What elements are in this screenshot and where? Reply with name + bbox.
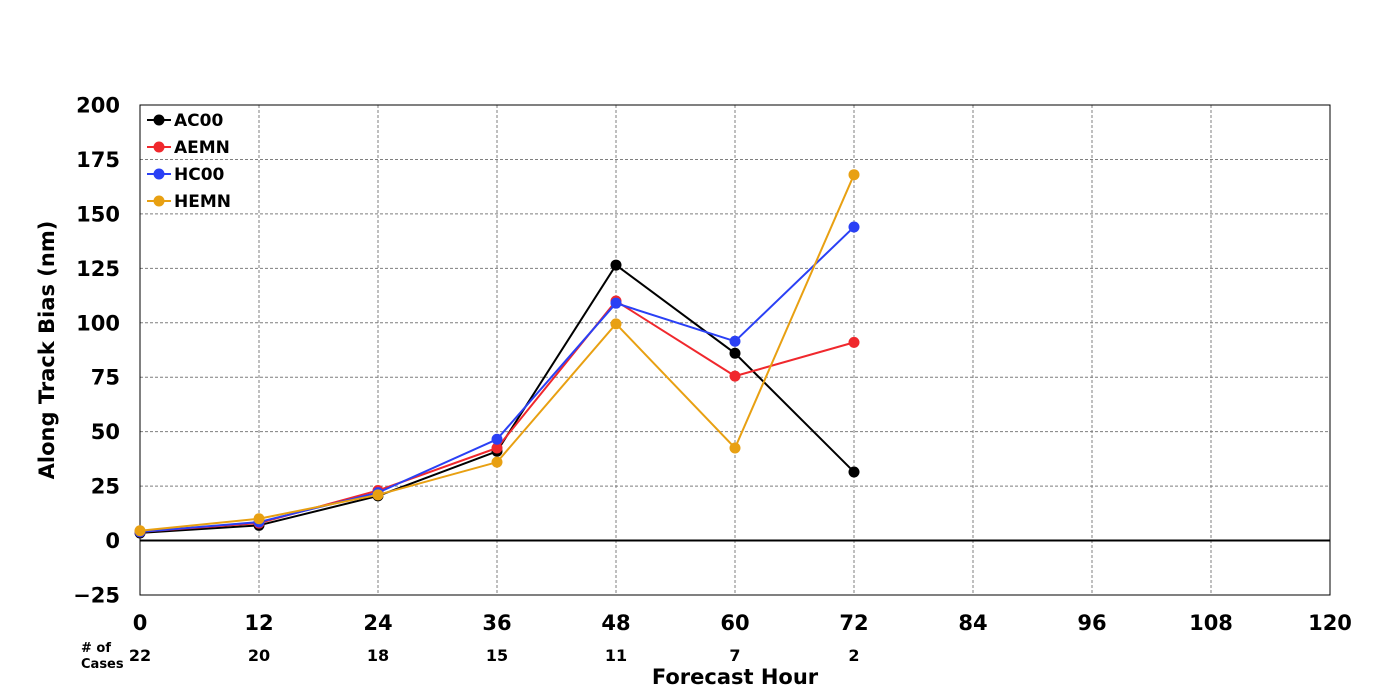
case-count: 2 (848, 646, 859, 665)
data-point-aemn (729, 370, 741, 382)
data-point-hemn (610, 318, 622, 330)
y-tick-label: 25 (91, 475, 120, 499)
legend-entry-aemn: AEMN (147, 138, 230, 158)
cases-label-line2: Cases (81, 657, 124, 672)
case-count: 18 (367, 646, 389, 665)
y-tick-label: 100 (76, 311, 120, 335)
y-axis-title: Along Track Bias (nm) (35, 221, 59, 480)
x-tick-label: 36 (482, 611, 511, 635)
case-count: 15 (486, 646, 508, 665)
data-point-hc00 (729, 335, 741, 347)
legend-entry-hc00: HC00 (147, 165, 225, 185)
data-point-ac00 (610, 259, 622, 271)
legend-label: HEMN (174, 192, 231, 212)
series-layer (134, 169, 860, 539)
legend: AC00 AEMN HC00 HEMN (147, 111, 231, 212)
y-tick-label: 150 (76, 202, 120, 226)
case-counts: 22 20 18 15 11 7 2 (129, 646, 860, 665)
x-tick-label: 108 (1189, 611, 1233, 635)
x-tick-label: 60 (720, 611, 749, 635)
x-tick-label: 72 (839, 611, 868, 635)
case-count: 22 (129, 646, 151, 665)
x-tick-label: 24 (363, 611, 392, 635)
series-hc00 (134, 221, 860, 538)
cases-label-line1: # of (81, 641, 111, 656)
x-tick-label: 12 (244, 611, 273, 635)
y-tick-label: 0 (105, 529, 120, 553)
data-point-aemn (848, 336, 860, 348)
x-tick-label: 96 (1077, 611, 1106, 635)
legend-swatch-marker (153, 141, 165, 153)
legend-swatch-marker (153, 195, 165, 207)
x-tick-labels: 0 12 24 36 48 60 72 84 96 108 120 (133, 611, 1352, 635)
legend-entry-ac00: AC00 (147, 111, 223, 131)
y-tick-label: 125 (76, 257, 120, 281)
data-point-ac00 (848, 466, 860, 478)
data-point-hemn (848, 169, 860, 181)
data-point-ac00 (729, 347, 741, 359)
legend-label: AEMN (174, 138, 230, 158)
x-tick-label: 48 (601, 611, 630, 635)
y-tick-label: 175 (76, 148, 120, 172)
x-axis-title: Forecast Hour (652, 665, 819, 689)
data-point-hemn (253, 513, 265, 525)
data-point-hemn (134, 525, 146, 537)
legend-label: AC00 (174, 111, 223, 131)
legend-entry-hemn: HEMN (147, 192, 231, 212)
data-point-hc00 (610, 297, 622, 309)
y-tick-label: −25 (73, 584, 120, 608)
data-point-hemn (372, 489, 384, 501)
legend-swatch-marker (153, 114, 165, 126)
x-tick-label: 0 (133, 611, 148, 635)
y-tick-labels: 200 175 150 125 100 75 50 25 0 −25 (73, 94, 120, 608)
series-hemn (134, 169, 860, 537)
data-point-aemn (491, 442, 503, 454)
y-tick-label: 75 (91, 366, 120, 390)
x-tick-label: 84 (958, 611, 987, 635)
x-tick-label: 120 (1308, 611, 1352, 635)
legend-label: HC00 (174, 165, 225, 185)
data-point-hemn (729, 442, 741, 454)
y-tick-label: 200 (76, 94, 120, 118)
case-count: 7 (729, 646, 740, 665)
legend-swatch-marker (153, 168, 165, 180)
data-point-hc00 (848, 221, 860, 233)
case-count: 20 (248, 646, 270, 665)
case-count: 11 (605, 646, 627, 665)
y-tick-label: 50 (91, 420, 120, 444)
data-point-hemn (491, 456, 503, 468)
data-point-hc00 (491, 433, 503, 445)
plot-frame (139, 104, 1331, 596)
